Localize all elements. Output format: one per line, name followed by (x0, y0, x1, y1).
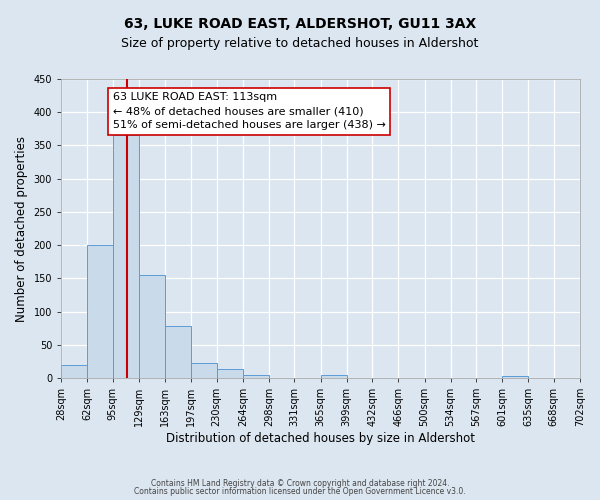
Text: Contains public sector information licensed under the Open Government Licence v3: Contains public sector information licen… (134, 487, 466, 496)
Bar (165, 326, 191, 378)
Bar (243, 374, 269, 378)
Text: 63, LUKE ROAD EAST, ALDERSHOT, GU11 3AX: 63, LUKE ROAD EAST, ALDERSHOT, GU11 3AX (124, 18, 476, 32)
Bar (113, 136, 139, 378)
X-axis label: Distribution of detached houses by size in Aldershot: Distribution of detached houses by size … (166, 432, 475, 445)
Text: Size of property relative to detached houses in Aldershot: Size of property relative to detached ho… (121, 38, 479, 51)
Bar (139, 275, 165, 378)
Bar (191, 364, 217, 378)
Bar (502, 376, 529, 378)
Text: 63 LUKE ROAD EAST: 113sqm
← 48% of detached houses are smaller (410)
51% of semi: 63 LUKE ROAD EAST: 113sqm ← 48% of detac… (113, 92, 386, 130)
Bar (320, 376, 347, 378)
Bar (88, 245, 113, 378)
Bar (217, 368, 243, 378)
Y-axis label: Number of detached properties: Number of detached properties (15, 136, 28, 322)
Text: Contains HM Land Registry data © Crown copyright and database right 2024.: Contains HM Land Registry data © Crown c… (151, 478, 449, 488)
Bar (61, 365, 88, 378)
